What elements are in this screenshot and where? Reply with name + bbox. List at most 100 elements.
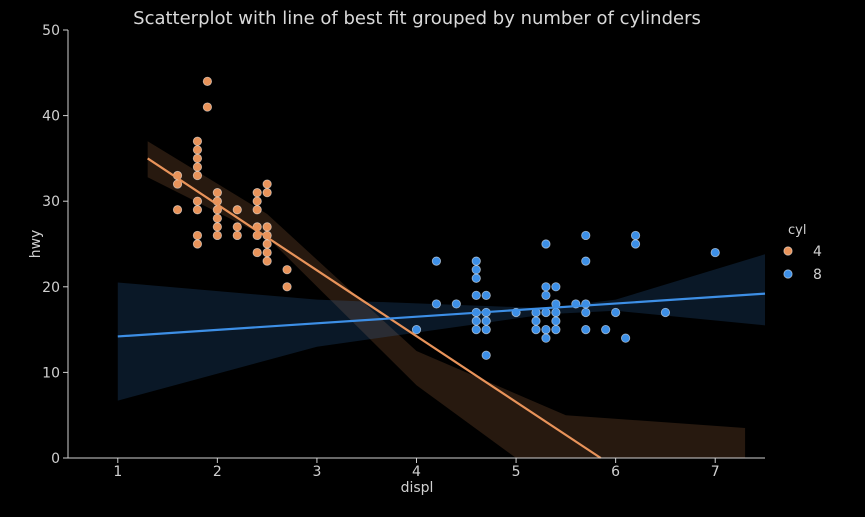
data-point xyxy=(282,282,292,292)
x-tick-label: 6 xyxy=(611,464,620,480)
y-axis-label: hwy xyxy=(28,230,44,259)
data-point xyxy=(611,307,621,318)
data-point xyxy=(202,76,212,86)
data-point xyxy=(481,324,491,335)
y-tick-label: 0 xyxy=(51,451,60,467)
data-point xyxy=(471,290,481,300)
data-point xyxy=(262,222,272,232)
data-point xyxy=(252,205,262,215)
y-tick-label: 50 xyxy=(42,23,60,39)
data-point xyxy=(192,145,203,155)
data-point xyxy=(471,273,481,283)
data-point xyxy=(481,316,491,326)
data-point xyxy=(192,205,203,215)
data-point xyxy=(262,179,272,189)
legend-marker-4 xyxy=(783,246,793,256)
data-point xyxy=(172,205,183,215)
confidence-band-4 xyxy=(147,141,746,458)
x-axis-ticks: 1 2 3 4 5 6 7 xyxy=(113,458,720,480)
data-point xyxy=(531,324,541,335)
data-point xyxy=(192,170,203,181)
data-point xyxy=(262,239,272,249)
data-point xyxy=(541,282,551,292)
legend-marker-8 xyxy=(783,269,793,279)
data-point xyxy=(471,324,481,335)
chart-title: Scatterplot with line of best fit groupe… xyxy=(133,8,701,29)
data-point xyxy=(551,307,561,318)
y-tick-label: 10 xyxy=(42,365,60,381)
data-point xyxy=(232,205,242,215)
data-point xyxy=(192,196,203,206)
data-point xyxy=(192,136,203,146)
legend: cyl 4 8 xyxy=(783,223,822,283)
data-point xyxy=(252,247,262,258)
data-point xyxy=(252,196,262,206)
data-point xyxy=(541,307,551,318)
x-tick-label: 1 xyxy=(113,464,122,480)
confidence-band-8 xyxy=(117,254,766,401)
legend-label: 4 xyxy=(813,244,822,260)
y-tick-label: 40 xyxy=(42,109,60,125)
data-point xyxy=(481,350,491,360)
data-point xyxy=(212,230,222,241)
data-point xyxy=(531,316,541,326)
data-point xyxy=(471,256,481,266)
data-point xyxy=(192,239,203,249)
data-point xyxy=(262,256,272,266)
data-point xyxy=(212,188,222,198)
y-axis-ticks: 0 10 20 30 40 50 xyxy=(42,23,68,467)
data-point xyxy=(192,153,203,163)
data-point xyxy=(541,239,551,249)
legend-label: 8 xyxy=(813,267,822,283)
data-point xyxy=(212,213,222,223)
data-point xyxy=(411,324,422,335)
data-point xyxy=(710,247,720,258)
x-tick-label: 2 xyxy=(213,464,222,480)
data-point xyxy=(541,333,551,343)
fit-line-8 xyxy=(117,292,766,338)
data-point xyxy=(262,247,272,258)
data-point xyxy=(581,230,591,241)
data-point xyxy=(551,282,561,292)
data-point xyxy=(172,179,183,189)
data-point xyxy=(192,162,203,172)
x-tick-label: 4 xyxy=(412,464,421,480)
data-point xyxy=(601,324,611,335)
data-point xyxy=(581,324,591,335)
data-point xyxy=(431,256,442,266)
legend-title: cyl xyxy=(788,223,806,238)
fit-line-4 xyxy=(147,157,602,459)
data-point xyxy=(471,265,481,275)
x-tick-label: 5 xyxy=(512,464,521,480)
data-point xyxy=(551,324,561,335)
data-point xyxy=(252,188,262,198)
y-tick-label: 30 xyxy=(42,194,60,210)
data-point xyxy=(541,290,551,300)
data-points xyxy=(172,76,720,360)
x-axis-label: displ xyxy=(401,480,434,496)
x-tick-label: 3 xyxy=(312,464,321,480)
x-tick-label: 7 xyxy=(711,464,720,480)
fit-lines xyxy=(117,157,766,459)
data-point xyxy=(581,299,591,309)
data-point xyxy=(481,290,491,300)
data-point xyxy=(471,316,481,326)
data-point xyxy=(232,222,242,232)
data-point xyxy=(581,307,591,318)
data-point xyxy=(192,230,203,241)
data-point xyxy=(262,188,272,198)
data-point xyxy=(630,239,641,249)
data-point xyxy=(212,222,222,232)
confidence-bands xyxy=(117,141,766,458)
data-point xyxy=(451,299,461,309)
data-point xyxy=(620,333,631,343)
data-point xyxy=(660,307,671,318)
data-point xyxy=(431,299,442,309)
data-point xyxy=(630,230,641,241)
data-point xyxy=(202,102,212,112)
data-point xyxy=(551,316,561,326)
y-tick-label: 20 xyxy=(42,280,60,296)
data-point xyxy=(232,230,242,241)
data-point xyxy=(581,256,591,266)
